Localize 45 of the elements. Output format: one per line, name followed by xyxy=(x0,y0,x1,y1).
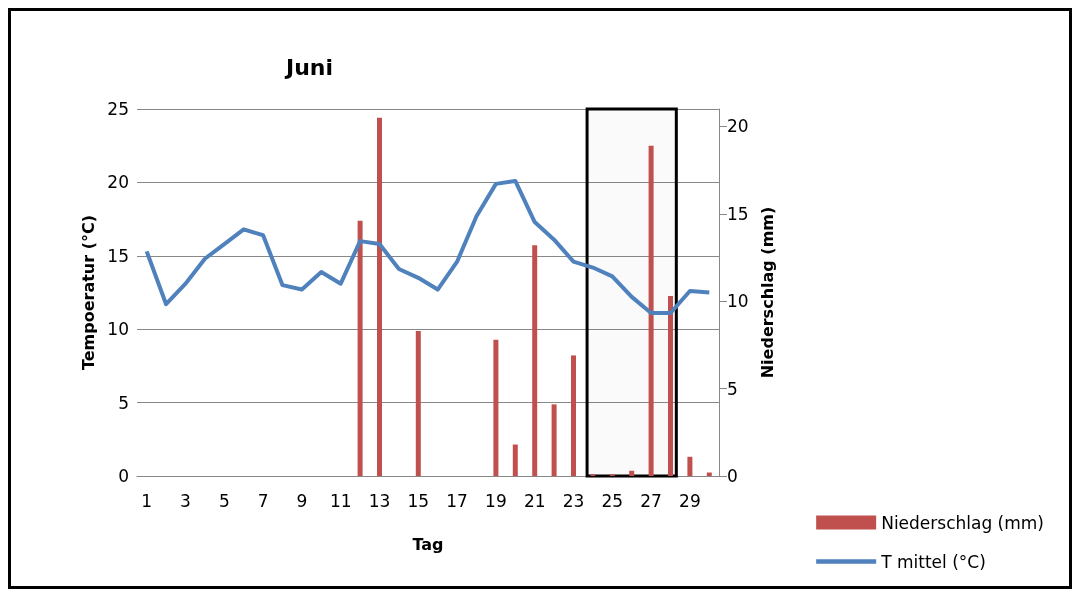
bar xyxy=(377,117,382,476)
y-tick-label: 5 xyxy=(118,392,129,413)
line-series xyxy=(144,178,712,316)
bar xyxy=(512,444,518,476)
bar xyxy=(571,355,576,476)
x-tick-label: 5 xyxy=(218,490,230,511)
bar xyxy=(551,404,557,476)
x-tick-label: 27 xyxy=(640,490,662,511)
x-tick-label: 7 xyxy=(257,490,269,511)
bar xyxy=(687,456,693,476)
x-tick-label: 15 xyxy=(407,490,430,511)
bar xyxy=(357,220,363,476)
bar xyxy=(648,145,654,476)
bar xyxy=(415,330,421,476)
x-tick-label: 13 xyxy=(368,490,391,511)
x-tick-label: 23 xyxy=(562,490,585,511)
y-axis-title: Tempoeratur (°C) xyxy=(78,214,98,371)
y2-tick-label: 5 xyxy=(727,378,738,399)
legend-label: T mittel (°C) xyxy=(880,551,986,572)
x-tick-label: 11 xyxy=(329,490,352,511)
x-tick-label: 29 xyxy=(679,490,701,511)
x-tick-label: 21 xyxy=(523,490,546,511)
y2-tick-label: 10 xyxy=(727,291,749,312)
y-tick-label: 10 xyxy=(107,319,129,340)
y-tick-label: 15 xyxy=(107,245,129,266)
chart-title: Juni xyxy=(284,54,334,80)
y2-tick-label: 20 xyxy=(727,116,749,137)
y2-axis-title: Niederschlag (mm) xyxy=(758,206,778,379)
y2-tick-label: 0 xyxy=(727,466,738,486)
y-tick-label: 20 xyxy=(107,172,129,193)
bar xyxy=(668,296,673,476)
y-tick-label: 0 xyxy=(118,466,129,486)
bar xyxy=(493,339,499,476)
x-axis-title: Tag xyxy=(412,534,444,554)
bar xyxy=(532,245,538,476)
y2-tick-label: 15 xyxy=(727,203,749,224)
x-tick-label: 1 xyxy=(141,490,153,511)
legend-label: Niederschlag (mm) xyxy=(881,512,1045,533)
x-tick-label: 19 xyxy=(485,490,507,511)
x-tick-label: 3 xyxy=(180,490,191,511)
x-tick-label: 25 xyxy=(601,490,624,511)
x-tick-label: 17 xyxy=(446,490,468,511)
bar xyxy=(629,470,635,476)
x-tick-label: 9 xyxy=(296,490,308,511)
y-tick-label: 25 xyxy=(107,99,129,119)
